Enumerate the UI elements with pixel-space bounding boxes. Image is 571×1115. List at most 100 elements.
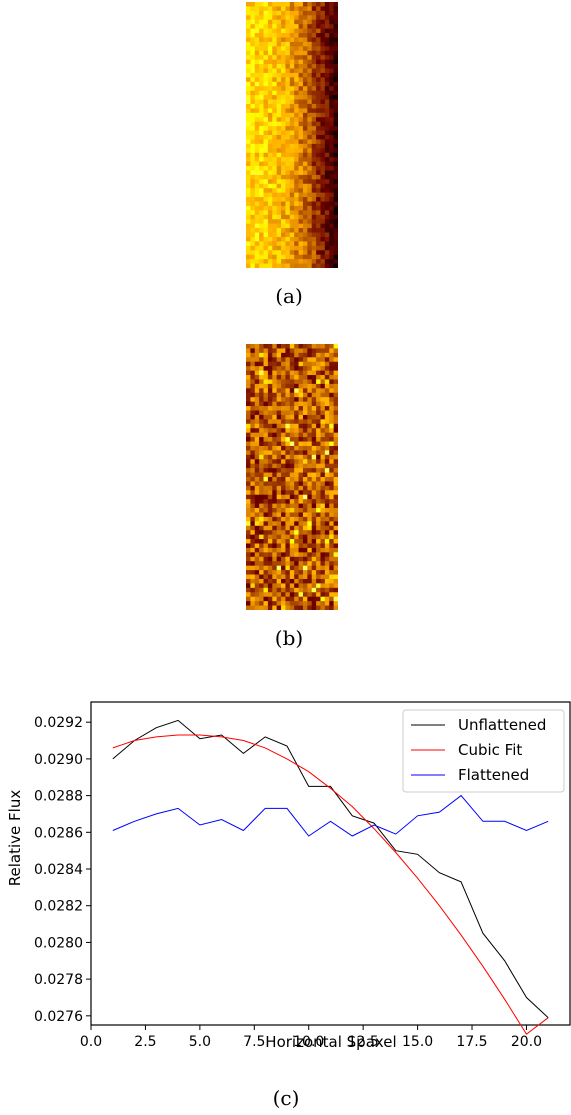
heatmap-cell [302, 534, 308, 540]
heatmap-cell [246, 423, 251, 429]
heatmap-cell [311, 556, 317, 562]
heatmap-cell [250, 95, 256, 100]
heatmap-cell [324, 37, 330, 43]
heatmap-cell [316, 179, 321, 185]
heatmap-cell [250, 24, 256, 29]
heatmap-cell [281, 445, 286, 451]
heatmap-cell [320, 601, 326, 606]
heatmap-cell [285, 259, 291, 264]
heatmap-cell [267, 135, 273, 140]
heatmap-cell [272, 499, 278, 504]
heatmap-cell [250, 605, 256, 610]
heatmap-cell [289, 397, 295, 403]
heatmap-cell [333, 77, 338, 83]
heatmap-cell [263, 197, 269, 202]
heatmap-cell [289, 556, 295, 562]
heatmap-cell [329, 490, 335, 496]
heatmap-cell [298, 179, 304, 185]
heatmap-cell [298, 99, 304, 105]
heatmap-cell [250, 263, 256, 268]
heatmap-cell [311, 214, 317, 220]
heatmap-cell [311, 152, 317, 158]
heatmap-cell [324, 59, 330, 65]
heatmap-cell [281, 143, 286, 149]
heatmap-cell [289, 64, 295, 69]
heatmap-cell [289, 10, 295, 16]
heatmap-cell [267, 179, 273, 185]
heatmap-cell [329, 366, 335, 371]
heatmap-cell [281, 477, 286, 482]
heatmap-cell [316, 352, 321, 358]
heatmap-cell [263, 174, 269, 180]
heatmap-cell [246, 228, 251, 233]
heatmap-cell [272, 454, 278, 460]
heatmap-cell [324, 419, 330, 425]
heatmap-cell [307, 228, 313, 233]
heatmap-cell [333, 59, 338, 65]
heatmap-cell [254, 543, 260, 549]
heatmap-cell [285, 157, 291, 162]
heatmap-cell [324, 494, 330, 500]
heatmap-cell [276, 139, 282, 145]
heatmap-cell [333, 232, 338, 238]
heatmap-cell [267, 503, 273, 509]
heatmap-cell [285, 263, 291, 268]
heatmap-cell [272, 192, 278, 198]
heatmap-cell [276, 59, 282, 65]
heatmap-cell [289, 228, 295, 233]
heatmap-cell [329, 454, 335, 460]
heatmap-cell [294, 481, 299, 487]
heatmap-cell [324, 245, 330, 251]
heatmap-cell [285, 592, 291, 598]
heatmap-cell [272, 508, 278, 513]
heatmap-cell [307, 55, 313, 61]
heatmap-cell [289, 263, 295, 268]
heatmap-cell [267, 530, 273, 536]
heatmap-cell [246, 19, 251, 25]
heatmap-cell [302, 117, 308, 123]
heatmap-cell [311, 197, 317, 202]
heatmap-cell [320, 534, 326, 540]
heatmap-cell [272, 152, 278, 158]
heatmap-cell [307, 236, 313, 242]
heatmap-cell [329, 552, 335, 558]
heatmap-cell [250, 383, 256, 389]
heatmap-cell [263, 59, 269, 65]
heatmap-cell [302, 463, 308, 469]
heatmap-cell [311, 148, 317, 154]
heatmap-cell [316, 205, 321, 211]
heatmap-cell [272, 130, 278, 136]
heatmap-cell [272, 121, 278, 127]
heatmap-cell [254, 361, 260, 367]
heatmap-cell [320, 587, 326, 593]
heatmap-cell [329, 397, 335, 403]
heatmap-cell [276, 578, 282, 584]
heatmap-cell [246, 525, 251, 531]
heatmap-cell [254, 490, 260, 496]
heatmap-cell [259, 95, 264, 100]
heatmap-cell [294, 583, 299, 589]
heatmap-cell [289, 81, 295, 87]
heatmap-cell [254, 77, 260, 83]
heatmap-cell [311, 192, 317, 198]
heatmap-cell [267, 534, 273, 540]
heatmap-cell [324, 454, 330, 460]
heatmap-cell [267, 192, 273, 198]
heatmap-cell [324, 174, 330, 180]
heatmap-cell [289, 383, 295, 389]
heatmap-cell [302, 161, 308, 167]
heatmap-cell [276, 117, 282, 123]
heatmap-cell [307, 596, 313, 602]
heatmap-cell [294, 521, 299, 527]
heatmap-cell [276, 77, 282, 83]
heatmap-cell [272, 370, 278, 376]
heatmap-cell [267, 605, 273, 610]
heatmap-cell [259, 152, 264, 158]
heatmap-cell [307, 24, 313, 29]
heatmap-cell [307, 103, 313, 109]
heatmap-cell [333, 130, 338, 136]
heatmap-cell [333, 19, 338, 25]
heatmap-cell [307, 379, 313, 385]
heatmap-cell [285, 574, 291, 580]
legend-label: Unflattened [458, 716, 546, 734]
